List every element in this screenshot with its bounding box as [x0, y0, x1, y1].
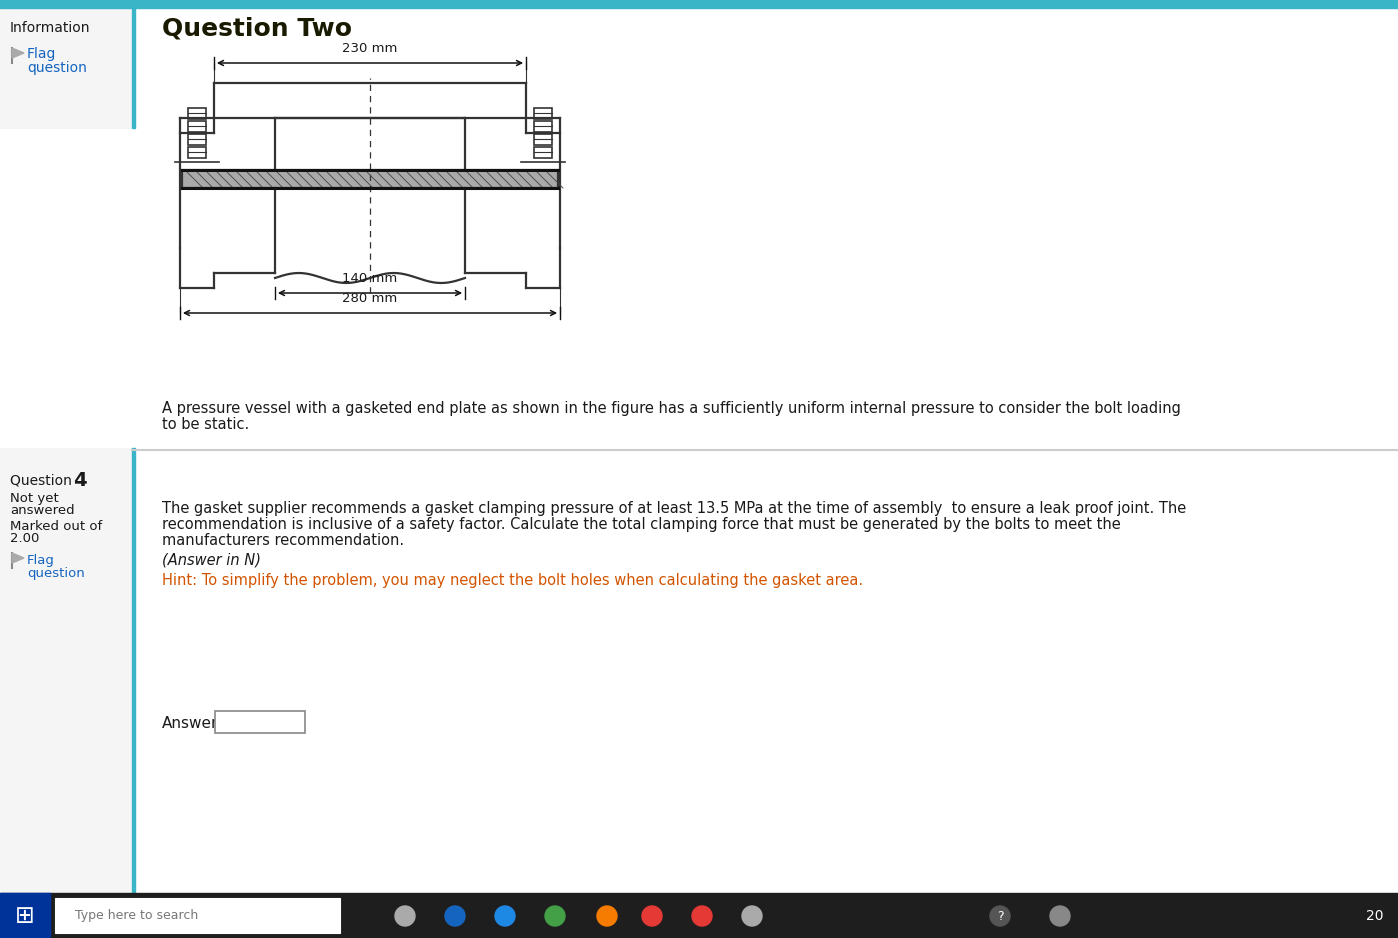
Bar: [187, 146, 206, 158]
Text: 280 mm: 280 mm: [343, 292, 397, 305]
Text: 2.00: 2.00: [10, 532, 39, 544]
Bar: [187, 108, 206, 118]
Bar: [215, 711, 305, 733]
Bar: [131, 0, 136, 128]
Bar: [0, 893, 50, 938]
Text: (Answer in N): (Answer in N): [162, 552, 261, 567]
Circle shape: [642, 906, 663, 926]
Polygon shape: [13, 553, 24, 563]
Circle shape: [396, 906, 415, 926]
Text: Flag: Flag: [27, 553, 55, 567]
Bar: [182, 170, 558, 188]
Text: 4: 4: [73, 471, 87, 490]
Circle shape: [597, 906, 617, 926]
Circle shape: [990, 906, 1009, 926]
Bar: [534, 146, 552, 158]
Text: ?: ?: [997, 910, 1004, 922]
Circle shape: [1050, 906, 1069, 926]
Bar: [131, 448, 136, 893]
Bar: [534, 120, 552, 131]
Bar: [0, 448, 131, 893]
Bar: [0, 0, 1398, 8]
Text: 140 mm: 140 mm: [343, 272, 397, 285]
Bar: [55, 898, 340, 933]
Circle shape: [692, 906, 712, 926]
Text: question: question: [27, 61, 87, 75]
Text: answered: answered: [10, 504, 74, 517]
Polygon shape: [13, 48, 24, 58]
Text: recommendation is inclusive of a safety factor. Calculate the total clamping for: recommendation is inclusive of a safety …: [162, 517, 1121, 532]
Text: 230 mm: 230 mm: [343, 42, 397, 55]
Text: A pressure vessel with a gasketed end plate as shown in the figure has a suffici: A pressure vessel with a gasketed end pl…: [162, 401, 1181, 416]
Text: Flag: Flag: [27, 47, 56, 61]
Bar: [534, 133, 552, 144]
Text: Information: Information: [10, 21, 91, 35]
Text: question: question: [27, 567, 85, 580]
Circle shape: [495, 906, 514, 926]
Text: Not yet: Not yet: [10, 492, 59, 505]
Text: ⊞: ⊞: [15, 904, 35, 928]
Text: to be static.: to be static.: [162, 416, 249, 431]
Circle shape: [445, 906, 466, 926]
Bar: [187, 120, 206, 131]
Text: 20: 20: [1366, 909, 1384, 923]
Text: The gasket supplier recommends a gasket clamping pressure of at least 13.5 MPa a: The gasket supplier recommends a gasket …: [162, 501, 1187, 516]
Circle shape: [742, 906, 762, 926]
Text: Question Two: Question Two: [162, 16, 352, 40]
Text: Hint: To simplify the problem, you may neglect the bolt holes when calculating t: Hint: To simplify the problem, you may n…: [162, 572, 863, 587]
Text: Type here to search: Type here to search: [75, 909, 199, 922]
Bar: [187, 133, 206, 144]
Text: manufacturers recommendation.: manufacturers recommendation.: [162, 533, 404, 548]
Bar: [534, 108, 552, 118]
Text: Answer:: Answer:: [162, 716, 224, 731]
Bar: [0, 893, 1398, 938]
Bar: [0, 8, 131, 128]
Text: Marked out of: Marked out of: [10, 520, 102, 533]
Text: Question: Question: [10, 473, 77, 487]
Circle shape: [545, 906, 565, 926]
